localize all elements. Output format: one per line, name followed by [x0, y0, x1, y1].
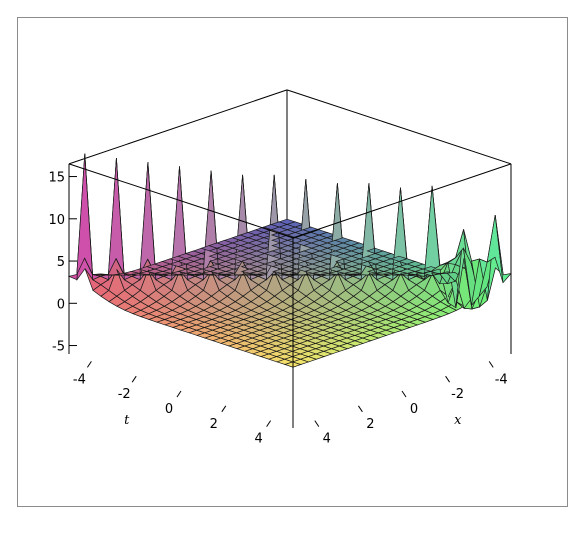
x-tick-mark	[401, 390, 407, 398]
t-tick-mark	[176, 390, 182, 398]
surface-mesh	[67, 153, 512, 368]
x-tick-mark	[314, 420, 320, 427]
t-tick-label: -2	[118, 387, 131, 402]
t-tick-mark	[266, 420, 272, 427]
surface-cell	[108, 157, 125, 275]
t-tick-label: 2	[210, 417, 218, 432]
surface-cell	[139, 162, 157, 275]
x-tick-mark	[357, 405, 363, 413]
plot-frame: -5 0 5 10 15 -4 -2 0 2 4 t -4 -2 0 2 4 x	[17, 17, 568, 507]
z-tick-label: -5	[52, 340, 65, 355]
t-tick-label: 0	[165, 402, 173, 417]
x-tick-mark	[488, 361, 494, 368]
surface-cell	[423, 185, 441, 281]
x-tick-mark	[445, 375, 451, 383]
x-tick-label: 2	[366, 417, 374, 432]
box-edge-top-front-right	[292, 163, 512, 239]
z-tick-label: 5	[57, 255, 65, 270]
surface-plot: -5 0 5 10 15 -4 -2 0 2 4 t -4 -2 0 2 4 x	[48, 89, 512, 447]
z-tick-label: 15	[48, 171, 65, 186]
t-tick-label: -4	[73, 372, 86, 387]
x-tick-label: -2	[451, 387, 464, 402]
t-tick-label: 4	[254, 432, 262, 447]
axes: -5 0 5 10 15 -4 -2 0 2 4 t -4 -2 0 2 4 x	[48, 171, 507, 447]
surface-cell	[76, 153, 93, 275]
t-tick-mark	[86, 361, 92, 368]
z-tick-label: 10	[48, 213, 65, 228]
box-edge-top-front-left	[68, 163, 294, 239]
t-tick-mark	[221, 405, 227, 413]
box-edge-top-left	[68, 89, 288, 165]
box-edge-top-right	[286, 89, 512, 165]
x-tick-label: 4	[323, 432, 331, 447]
x-tick-label: -4	[495, 372, 508, 387]
z-tick-label: 0	[57, 297, 65, 312]
surface-cell	[494, 214, 512, 284]
x-tick-label: 0	[410, 402, 418, 417]
t-axis-label: t	[124, 413, 130, 428]
box-front-edges	[68, 163, 512, 428]
t-tick-mark	[131, 375, 137, 383]
x-axis-label: x	[454, 413, 462, 428]
